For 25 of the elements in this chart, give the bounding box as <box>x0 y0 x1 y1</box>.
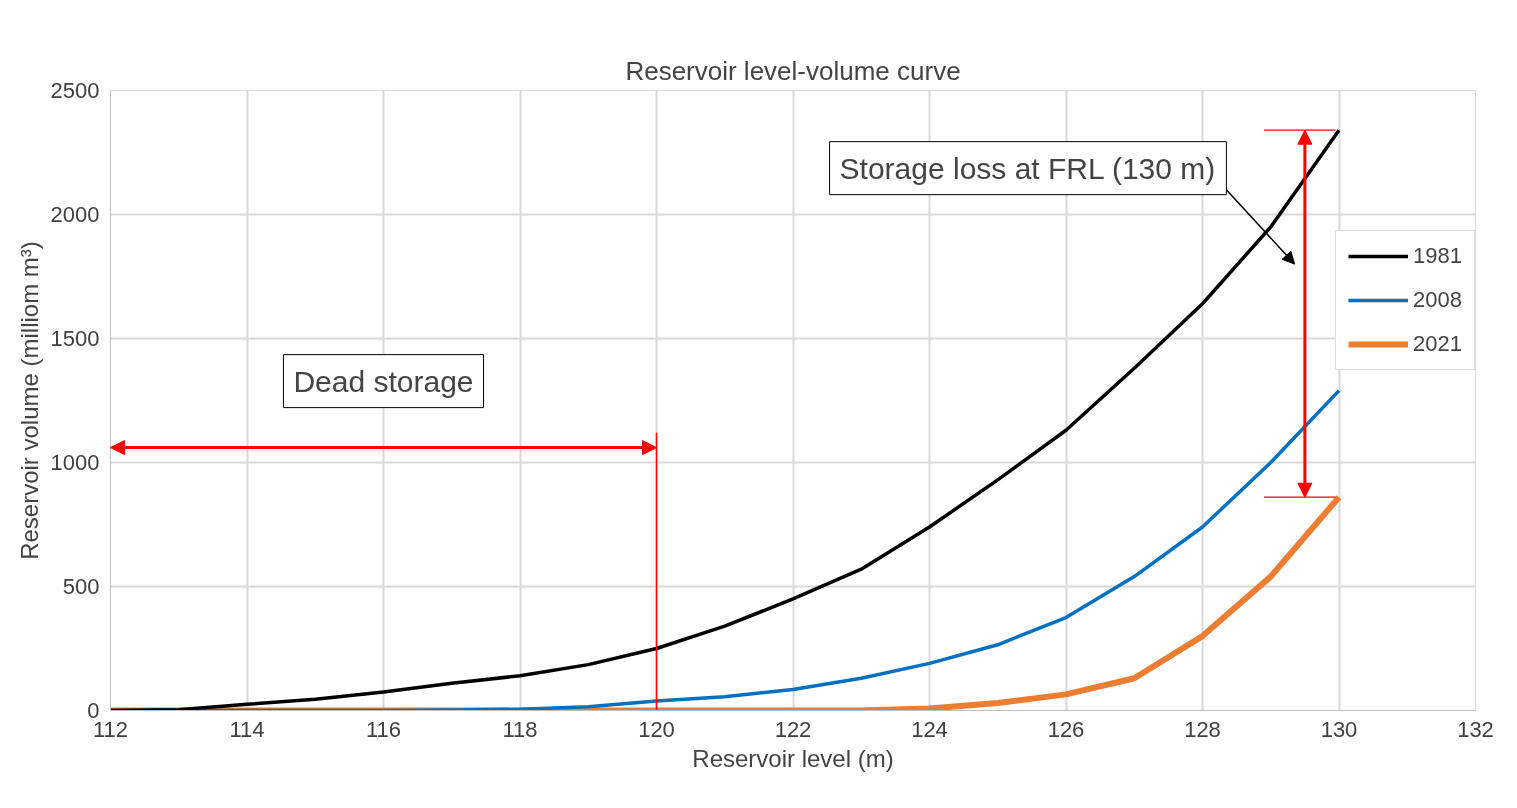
chart-title: Reservoir level-volume curve <box>625 55 961 86</box>
line-series <box>110 128 1341 711</box>
legend-label: 1981 <box>1413 243 1462 269</box>
x-tick-label: 116 <box>365 716 402 742</box>
y-tick-label: 1500 <box>50 326 100 351</box>
legend-label: 2008 <box>1413 287 1462 313</box>
x-tick-label: 130 <box>1320 716 1358 742</box>
annotation: Dead storage <box>293 364 474 398</box>
y-tick-label: 1000 <box>50 450 100 475</box>
x-tick-label: 132 <box>1457 716 1494 742</box>
x-tick-label: 120 <box>638 716 675 742</box>
x-tick-label: 122 <box>774 716 812 742</box>
x-tick-label: 114 <box>229 716 265 742</box>
x-tick-label: 126 <box>1047 716 1085 742</box>
y-tick-label: 2000 <box>50 202 100 227</box>
x-tick-label: 128 <box>1184 716 1221 742</box>
annotation: Storage loss at FRL (130 m) <box>839 151 1216 185</box>
x-tick-label: 118 <box>502 716 538 742</box>
y-tick-label: 0 <box>87 698 100 723</box>
x-tick-label: 124 <box>911 716 948 742</box>
y-tick-label: 2500 <box>50 78 100 103</box>
y-tick-label: 500 <box>62 574 100 599</box>
x-axis-title: Reservoir level (m) <box>692 744 894 772</box>
legend-label: 2021 <box>1413 331 1462 357</box>
y-axis-title: Reservoir volume (milliom m³) <box>15 241 43 560</box>
